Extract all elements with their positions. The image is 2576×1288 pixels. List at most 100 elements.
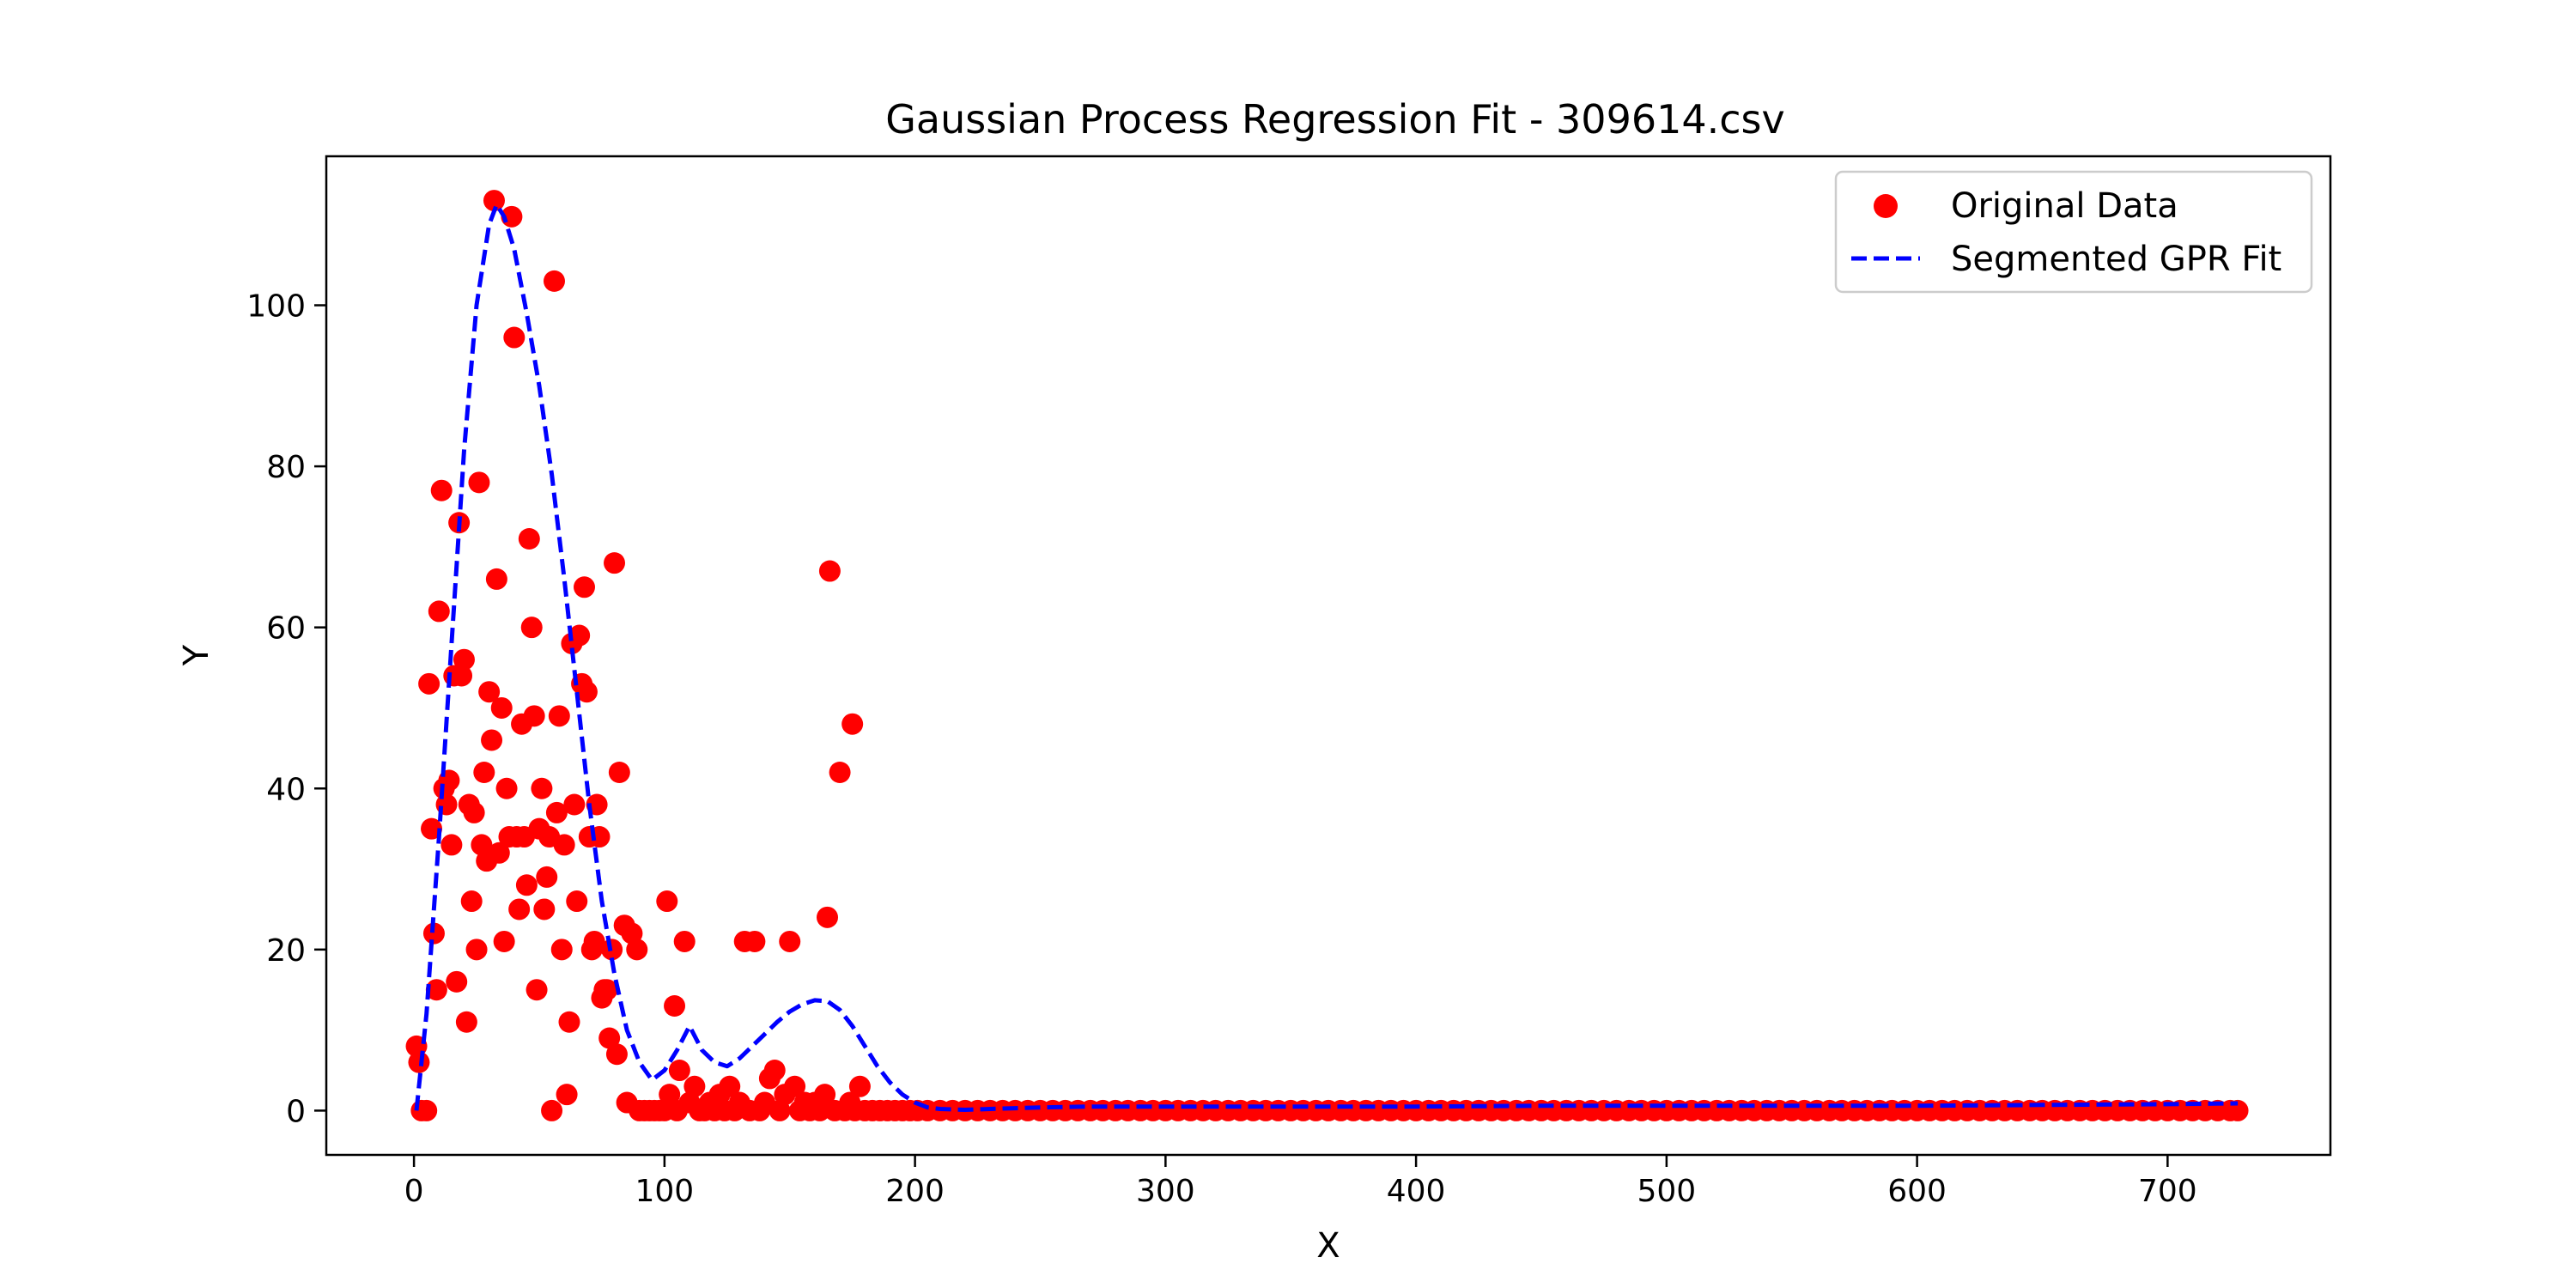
data-point	[548, 705, 570, 727]
x-tick-label: 200	[885, 1174, 945, 1209]
data-point	[784, 1075, 806, 1097]
data-point	[673, 930, 696, 952]
data-point	[818, 560, 841, 582]
x-tick-label: 700	[2138, 1174, 2197, 1209]
x-axis-label: X	[1316, 1226, 1340, 1266]
data-point	[478, 681, 501, 703]
data-point	[446, 970, 468, 993]
data-point	[566, 890, 588, 913]
data-point	[558, 1011, 580, 1033]
y-tick-label: 80	[266, 450, 306, 485]
y-axis-label: Y	[177, 644, 216, 666]
data-point	[719, 1075, 741, 1097]
data-point	[626, 939, 648, 961]
data-point	[515, 874, 538, 896]
data-point	[809, 1099, 831, 1121]
data-point	[659, 1084, 681, 1106]
data-point	[425, 979, 447, 1001]
data-point	[473, 761, 495, 783]
data-point	[503, 326, 526, 349]
x-tick-label: 100	[635, 1174, 695, 1209]
data-point	[463, 801, 485, 823]
data-point	[490, 696, 513, 719]
y-tick-label: 60	[266, 611, 306, 647]
data-point	[541, 1099, 563, 1121]
data-point	[451, 665, 473, 687]
data-point	[543, 270, 565, 292]
data-point	[518, 528, 540, 550]
data-point	[428, 600, 450, 623]
data-point	[508, 898, 531, 920]
data-point	[460, 890, 483, 913]
data-point	[598, 1027, 621, 1049]
data-point	[556, 1084, 578, 1106]
data-point	[465, 939, 488, 961]
data-point	[481, 729, 503, 751]
gpr-fit-line	[414, 202, 2239, 1112]
data-point	[493, 930, 515, 952]
data-point	[495, 777, 518, 799]
legend-label-gpr-fit: Segmented GPR Fit	[1951, 240, 2281, 279]
data-point	[817, 906, 838, 928]
x-tick-label: 300	[1136, 1174, 1195, 1209]
data-point	[422, 922, 445, 945]
data-point	[604, 552, 626, 574]
legend-scatter-marker	[1874, 194, 1898, 218]
y-tick-label: 40	[266, 772, 306, 807]
x-tick-label: 400	[1387, 1174, 1446, 1209]
data-point	[536, 866, 558, 888]
data-point	[430, 479, 453, 501]
data-point	[416, 1099, 438, 1121]
data-point	[471, 834, 493, 856]
data-point	[568, 624, 591, 647]
data-point	[485, 568, 507, 590]
data-point	[488, 841, 510, 864]
data-point	[621, 922, 643, 945]
data-point	[779, 930, 801, 952]
data-point	[574, 576, 596, 598]
data-point	[523, 705, 545, 727]
x-tick-label: 0	[404, 1174, 424, 1209]
data-point	[408, 1051, 430, 1073]
data-point	[763, 1060, 786, 1082]
legend-box	[1834, 170, 2313, 294]
data-point	[583, 930, 605, 952]
x-tick-label: 500	[1637, 1174, 1697, 1209]
data-point	[550, 939, 573, 961]
legend: Original Data Segmented GPR Fit	[1834, 170, 2313, 294]
data-point	[829, 761, 851, 783]
data-point	[421, 817, 443, 840]
data-point	[563, 793, 586, 816]
data-point	[841, 713, 864, 735]
plot-frame	[325, 155, 2332, 1157]
x-axis: 0 100 200 300 400 500 600 700	[404, 1155, 2197, 1209]
data-point	[683, 1075, 706, 1097]
data-point	[553, 834, 575, 856]
plot-area	[405, 190, 2249, 1121]
y-tick-label: 100	[246, 289, 306, 325]
data-point	[575, 681, 598, 703]
data-point	[545, 801, 568, 823]
data-point	[440, 834, 463, 856]
data-point	[744, 930, 766, 952]
data-point	[664, 994, 686, 1017]
data-point	[656, 890, 678, 913]
y-tick-label: 20	[266, 933, 306, 969]
data-point	[848, 1075, 871, 1097]
data-point	[668, 1060, 690, 1082]
data-point	[769, 1099, 791, 1121]
data-point	[520, 617, 543, 639]
data-point	[418, 672, 440, 695]
chart-title: Gaussian Process Regression Fit - 309614…	[885, 96, 1785, 143]
y-axis: 0 20 40 60 80 100	[246, 289, 326, 1129]
data-point	[608, 761, 630, 783]
data-point	[483, 190, 505, 212]
legend-label-original-data: Original Data	[1951, 186, 2178, 226]
data-point	[526, 979, 548, 1001]
data-point	[814, 1084, 836, 1106]
data-point	[596, 979, 618, 1001]
data-point	[533, 898, 556, 920]
data-point	[531, 777, 553, 799]
data-point	[468, 471, 490, 494]
